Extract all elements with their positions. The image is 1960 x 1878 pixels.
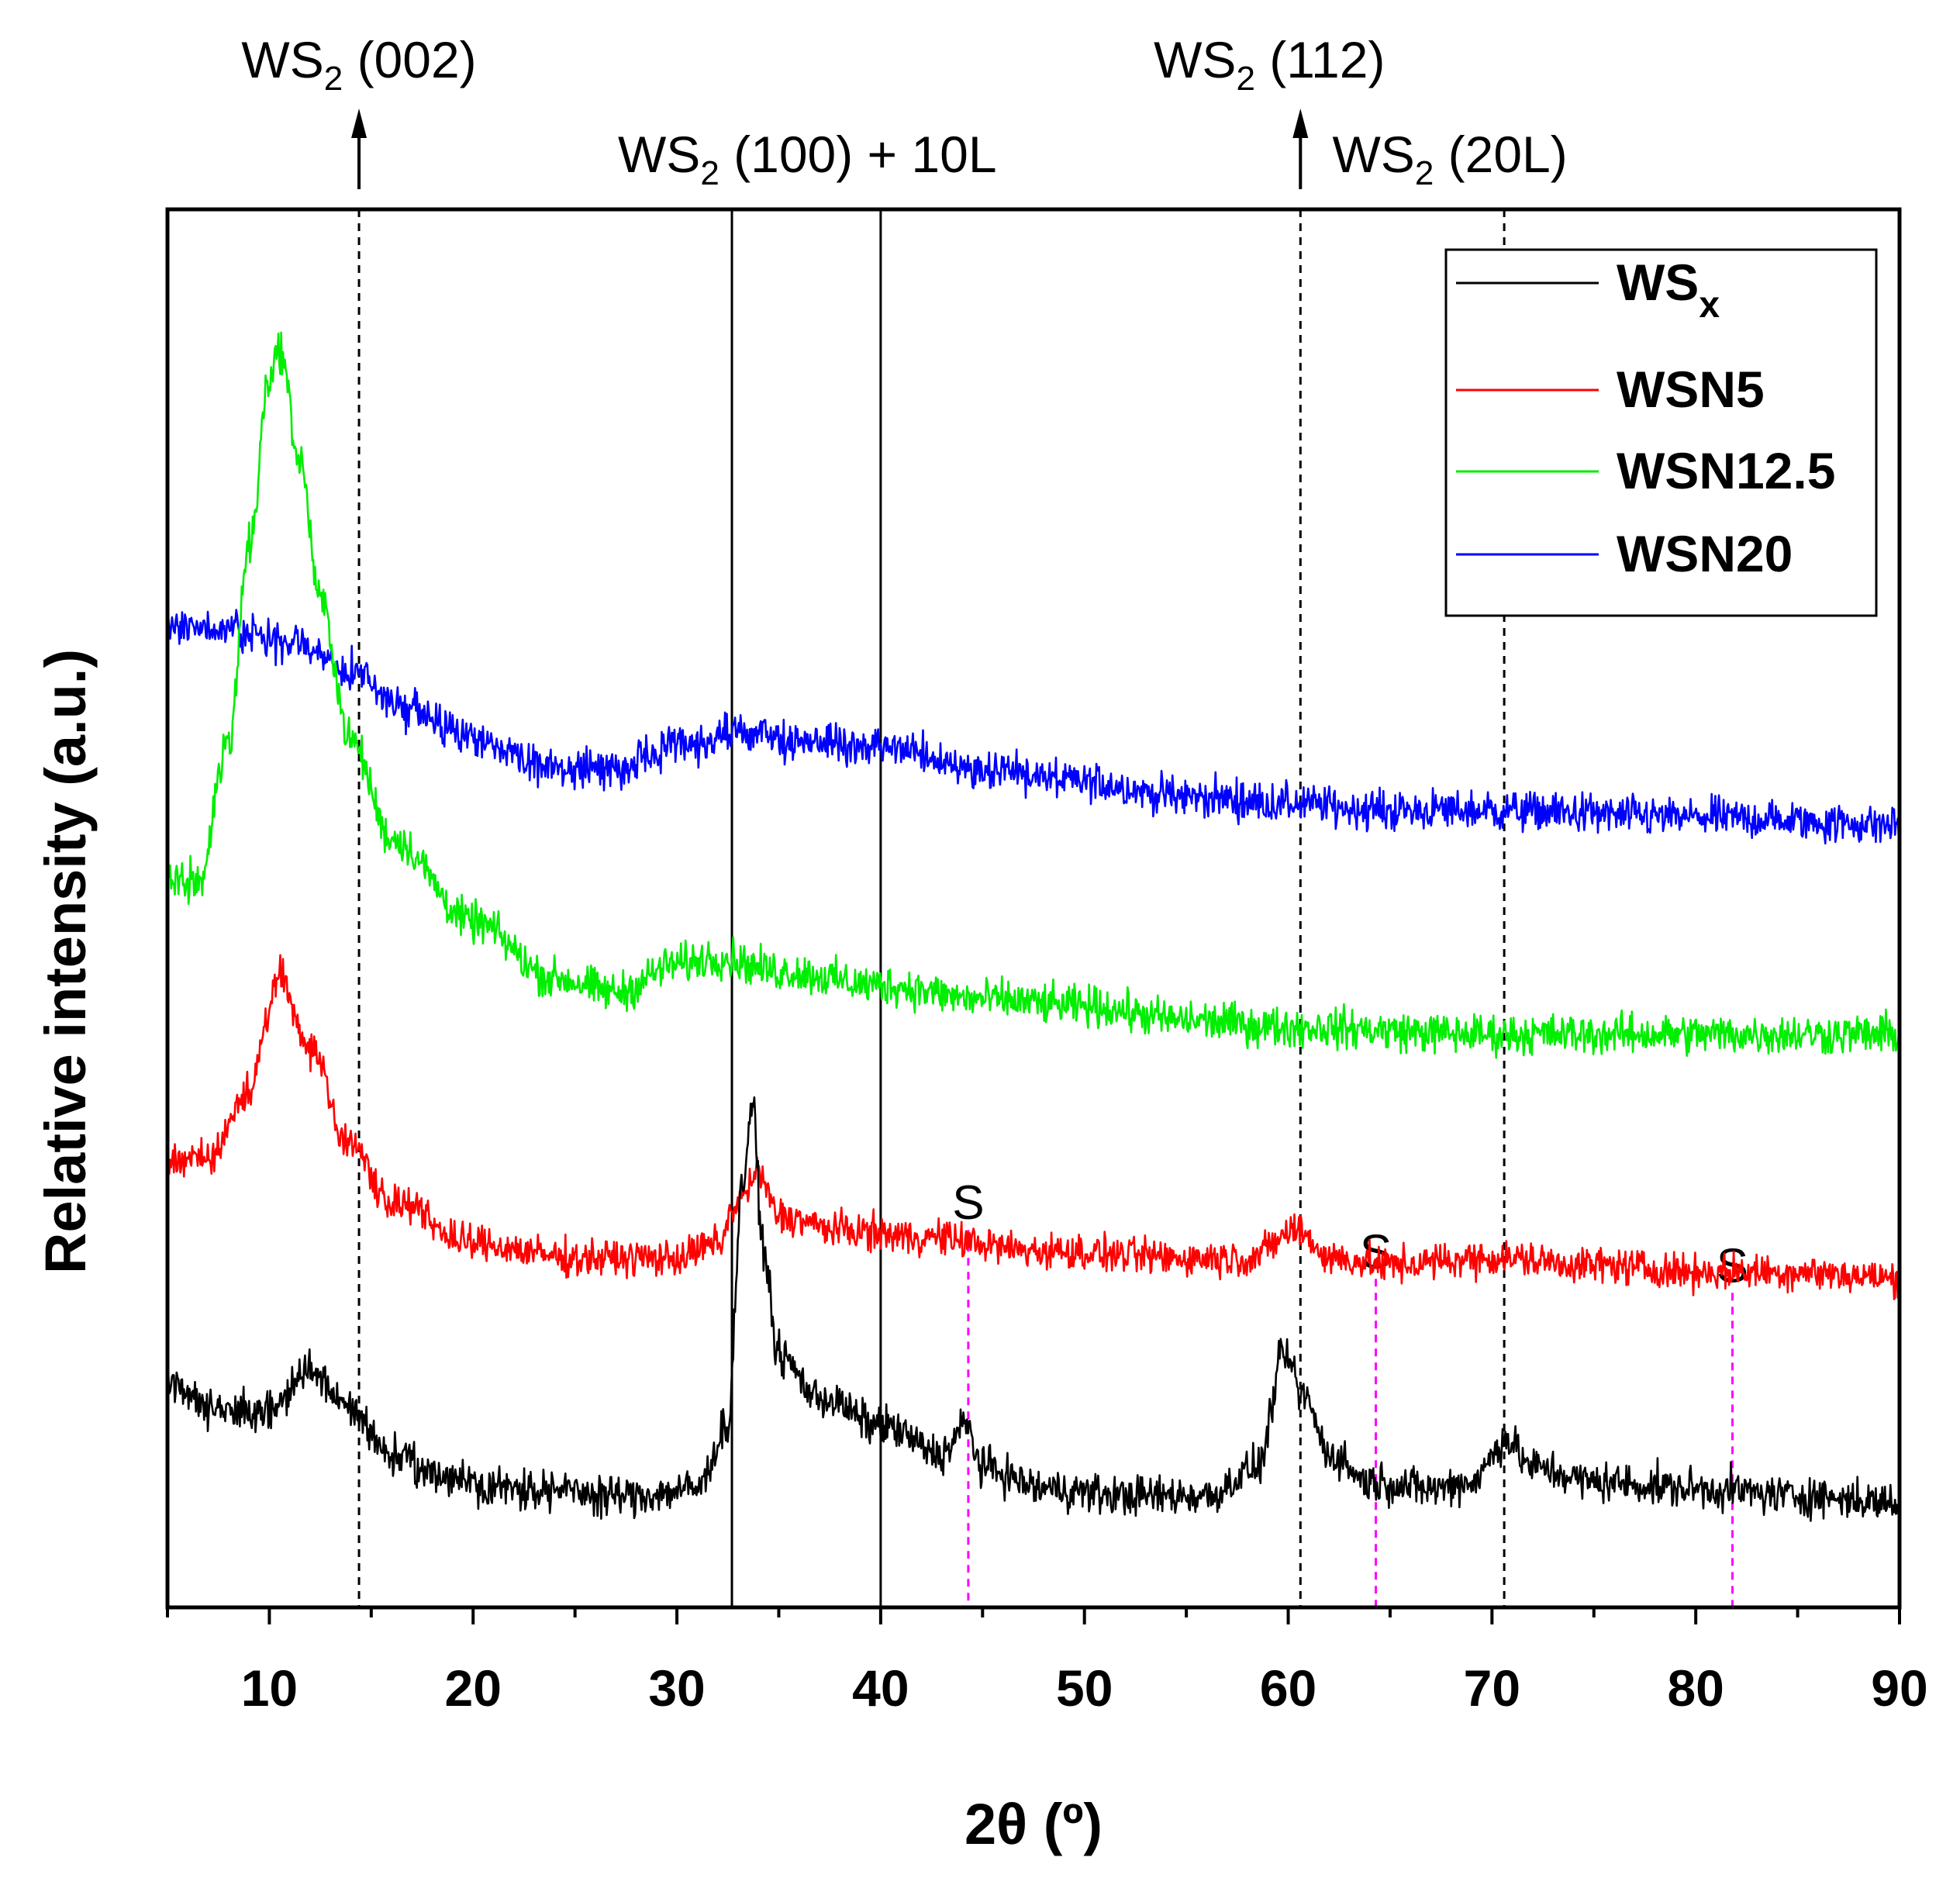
x-tick-label-60: 60 bbox=[1260, 1659, 1316, 1717]
reference-lines bbox=[357, 209, 1506, 1607]
y-axis-title: Relative intensity (a.u.) bbox=[33, 649, 98, 1274]
x-tick-label-20: 20 bbox=[445, 1659, 502, 1717]
substrate-label-1: S bbox=[1360, 1225, 1392, 1279]
series-wsx-line bbox=[167, 1096, 1900, 1522]
legend-label-0: WSx bbox=[1617, 254, 1720, 326]
legend: WSx WSN5 WSN12.5 WSN20 bbox=[1444, 248, 1878, 617]
annotation-label-3: WS2 (20L) bbox=[1333, 126, 1568, 192]
plot-frame bbox=[165, 207, 1902, 1610]
x-tick-label-80: 80 bbox=[1667, 1659, 1724, 1717]
x-tick-label-70: 70 bbox=[1464, 1659, 1520, 1717]
x-axis-title: 2θ (º) bbox=[964, 1792, 1102, 1856]
annotation-arrow-head-0 bbox=[351, 109, 368, 138]
legend-label-3: WSN20 bbox=[1617, 525, 1793, 582]
legend-label-1: WSN5 bbox=[1617, 361, 1765, 418]
x-tick-label-50: 50 bbox=[1056, 1659, 1113, 1717]
legend-label-2: WSN12.5 bbox=[1617, 442, 1835, 499]
annotation-arrow-head-2 bbox=[1292, 109, 1309, 138]
annotation-label-2: WS2 (112) bbox=[1154, 31, 1385, 98]
annotation-label-1: WS2 (100) + 10L bbox=[618, 126, 997, 192]
x-tick-label-90: 90 bbox=[1871, 1659, 1927, 1717]
substrate-label-0: S bbox=[952, 1176, 984, 1230]
peak-annotations: WS2 (002) WS2 (100) + 10L WS2 (112) WS2 (20… bbox=[241, 31, 1567, 192]
series-wsn12-5-line bbox=[166, 331, 1900, 1059]
x-tick-label-40: 40 bbox=[852, 1659, 909, 1717]
x-tick-label-30: 30 bbox=[648, 1659, 705, 1717]
annotation-label-0: WS2 (002) bbox=[241, 31, 476, 98]
x-axis-ticks: 10 20 30 40 50 60 70 80 90 bbox=[166, 1607, 1928, 1717]
series-wsn5-line bbox=[166, 954, 1900, 1300]
x-tick-label-10: 10 bbox=[241, 1659, 298, 1717]
series-wsn20-line bbox=[166, 609, 1900, 845]
series-layer bbox=[166, 331, 1900, 1522]
